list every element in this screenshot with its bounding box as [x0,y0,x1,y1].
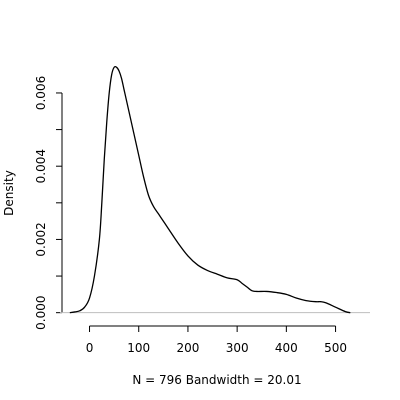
y-axis: 0.000 0.002 0.004 0.006 [34,76,63,330]
y-tick-label: 0.004 [34,149,48,183]
x-axis-label: N = 796 Bandwidth = 20.01 [132,373,301,387]
x-axis: 0 100 200 300 400 500 [86,325,347,355]
density-curve [69,65,351,314]
y-tick-label: 0.000 [34,295,48,329]
x-tick-label: 300 [226,341,249,355]
y-axis-label: Density [2,170,16,216]
x-tick-label: 400 [275,341,298,355]
x-tick-label: 100 [127,341,150,355]
y-tick-label: 0.006 [34,76,48,110]
x-tick-label: 500 [324,341,347,355]
x-tick-label: 0 [86,341,94,355]
x-tick-label: 200 [176,341,199,355]
y-tick-label: 0.002 [34,222,48,256]
